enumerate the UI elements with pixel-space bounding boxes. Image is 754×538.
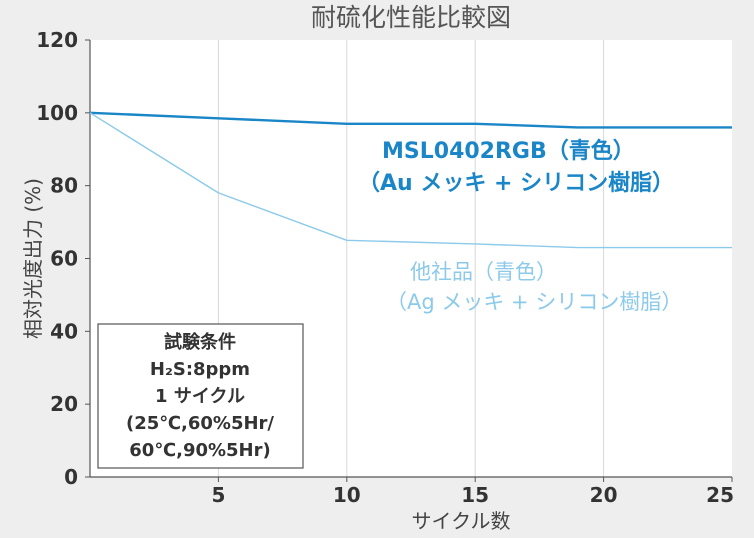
series-line-2 [89,112,732,249]
x-tick-label-20: 20 [590,483,618,507]
test-conditions-line-4: (25℃,60%5Hr/ [126,413,274,434]
test-conditions-line-3: 1 サイクル [155,386,245,407]
test-conditions-line-5: 60℃,90%5Hr) [129,440,270,461]
series-2-label-line-1: 他社品（青色） [410,260,557,284]
y-tick-label-0: 0 [64,465,78,489]
series-line-1 [89,111,732,129]
chart-title: 耐硫化性能比較図 [311,3,511,32]
test-conditions-line-2: H₂S:8ppm [150,359,250,380]
y-tick-label-20: 20 [50,392,78,416]
test-conditions-box: 試験条件 H₂S:8ppm 1 サイクル (25℃,60%5Hr/60℃,90%5Hr… [97,323,304,469]
x-tick-label-15: 15 [461,483,489,507]
x-tick-label-10: 10 [333,483,361,507]
y-tick-label-60: 60 [50,247,78,271]
test-conditions-frame [97,323,304,469]
series-1-label-line-2: （Au メッキ + シリコン樹脂） [358,170,674,196]
x-tick-label-25: 25 [706,483,734,507]
series-1-label-line-1: MSL0402RGB（青色） [382,138,635,164]
test-conditions-line-1: 試験条件 [164,331,236,353]
series-2-label-line-2: （Ag メッキ + シリコン樹脂） [386,290,682,314]
y-tick-label-100: 100 [36,101,78,125]
series-layer [89,111,732,249]
y-axis-label: 相対光度出力 (%) [21,178,45,339]
x-tick-label-5: 5 [211,483,225,507]
y-tick-label-80: 80 [50,174,78,198]
series-annotations: MSL0402RGB（青色） （Au メッキ + シリコン樹脂） 他社品（青色） （A… [358,138,682,314]
y-tick-label-120: 120 [36,28,78,52]
x-axis-label: サイクル数 [412,509,511,533]
tick-labels: 0 20 40 60 80 100 120 5 10 15 20 25 [36,28,734,507]
y-tick-label-40: 40 [50,319,78,343]
